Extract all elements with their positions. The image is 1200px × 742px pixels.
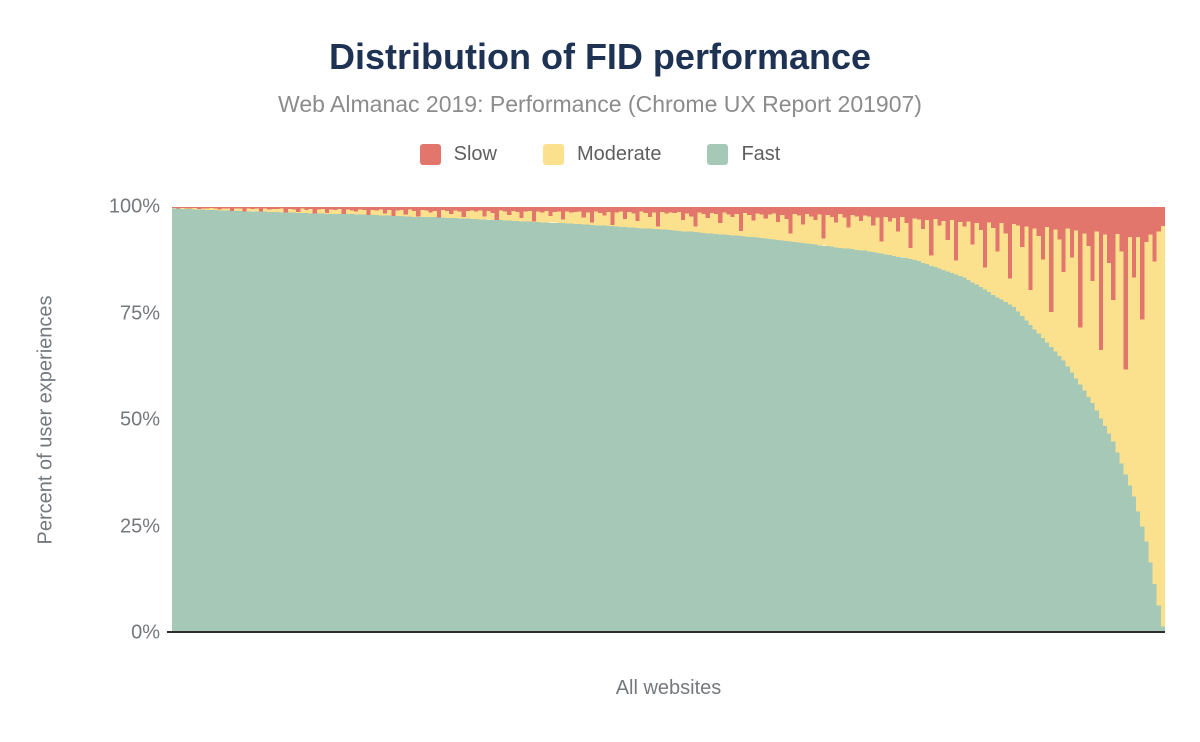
- legend-label: Slow: [453, 143, 497, 165]
- legend-item-slow[interactable]: Slow: [419, 143, 497, 166]
- legend-swatch-slow: [419, 144, 441, 165]
- legend: Slow Moderate Fast: [0, 143, 1200, 166]
- legend-item-moderate[interactable]: Moderate: [542, 143, 662, 166]
- legend-swatch-moderate: [542, 144, 564, 165]
- y-tick-label: 50%: [119, 408, 160, 431]
- y-tick-label: 100%: [108, 195, 160, 218]
- x-axis-title: All websites: [615, 677, 722, 699]
- y-tick-label: 25%: [119, 515, 160, 537]
- legend-swatch-fast: [707, 144, 729, 165]
- y-axis-ticks: 100% 75% 50% 25% 0%: [0, 196, 160, 644]
- plot-area[interactable]: [172, 207, 1165, 633]
- x-axis-line: [167, 631, 1165, 633]
- y-tick-label: 0%: [131, 621, 160, 644]
- chart-subtitle: Web Almanac 2019: Performance (Chrome UX…: [278, 91, 922, 117]
- legend-label: Moderate: [576, 143, 662, 165]
- legend-item-fast[interactable]: Fast: [707, 143, 780, 166]
- legend-label: Fast: [741, 143, 781, 165]
- stacked-bars[interactable]: [172, 207, 1165, 633]
- chart-title: Distribution of FID performance: [328, 36, 872, 77]
- y-tick-label: 75%: [119, 302, 160, 324]
